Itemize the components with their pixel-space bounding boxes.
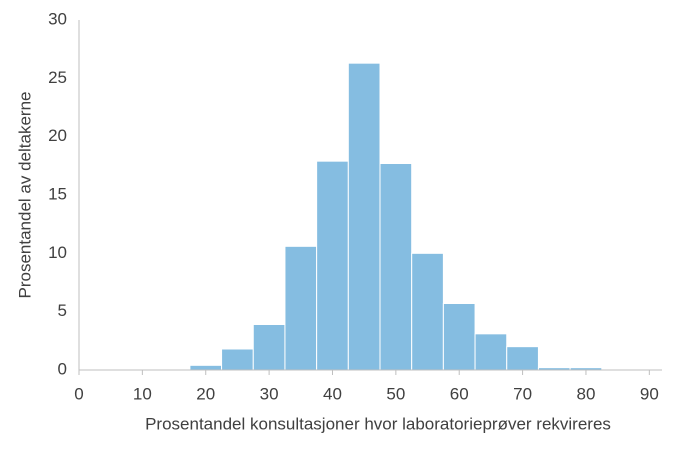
x-tick-label: 60 bbox=[450, 384, 469, 403]
bar bbox=[506, 346, 539, 371]
bar bbox=[379, 163, 413, 371]
bar bbox=[347, 62, 381, 371]
y-tick-label: 5 bbox=[58, 301, 67, 320]
bar bbox=[316, 160, 349, 371]
x-axis-label: Prosentandel konsultasjoner hvor laborat… bbox=[145, 414, 611, 433]
x-tick-label: 90 bbox=[640, 384, 659, 403]
y-tick-label: 25 bbox=[48, 68, 67, 87]
bar bbox=[189, 364, 223, 371]
y-tick-label: 15 bbox=[48, 184, 67, 203]
bar bbox=[252, 324, 286, 371]
y-tick-label: 0 bbox=[58, 359, 67, 378]
y-tick-label: 30 bbox=[48, 9, 67, 28]
x-tick-label: 50 bbox=[386, 384, 405, 403]
bar bbox=[411, 252, 444, 371]
bar bbox=[221, 348, 254, 371]
y-tick-label: 10 bbox=[48, 243, 67, 262]
x-tick-label: 40 bbox=[323, 384, 342, 403]
x-tick-label: 80 bbox=[576, 384, 595, 403]
y-axis-label: Prosentandel av deltakerne bbox=[15, 92, 34, 299]
bar bbox=[442, 303, 476, 371]
bar bbox=[284, 245, 318, 371]
x-tick-label: 10 bbox=[133, 384, 152, 403]
y-tick-label: 20 bbox=[48, 126, 67, 145]
x-tick-label: 20 bbox=[196, 384, 215, 403]
x-tick-label: 30 bbox=[260, 384, 279, 403]
x-tick-label: 70 bbox=[513, 384, 532, 403]
x-tick-label: 0 bbox=[74, 384, 83, 403]
bar bbox=[474, 333, 508, 371]
